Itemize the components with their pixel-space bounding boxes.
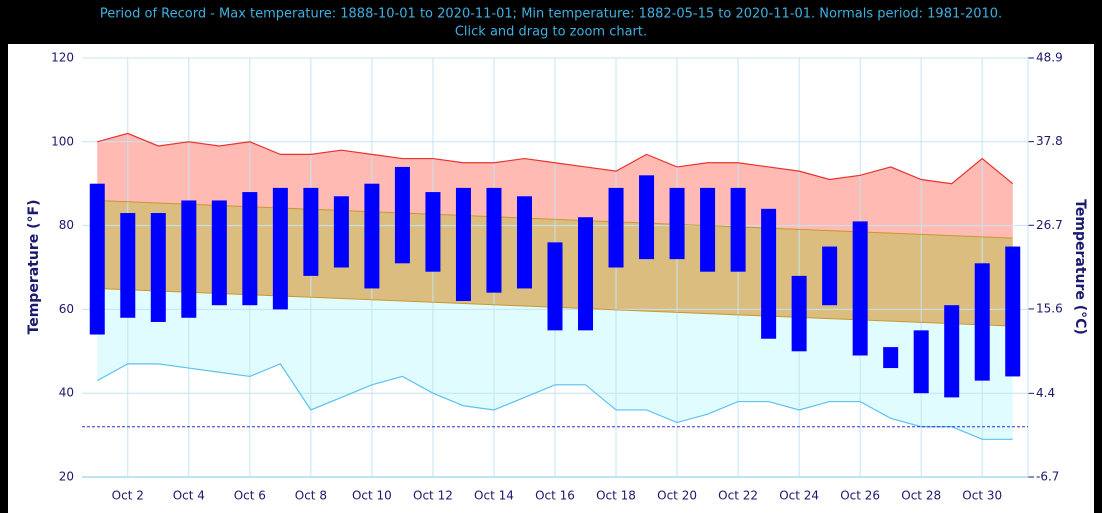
y-tick-label: 60	[59, 302, 74, 316]
x-tick-label: Oct 28	[901, 489, 941, 503]
observed-bar	[120, 213, 136, 318]
y2-tick-label: -6.7	[1036, 470, 1059, 484]
x-tick-label: Oct 8	[295, 489, 327, 503]
x-tick-label: Oct 20	[657, 489, 697, 503]
observed-bar	[242, 192, 258, 306]
x-tick-label: Oct 14	[474, 489, 514, 503]
observed-bar	[272, 187, 288, 310]
observed-bar	[364, 183, 380, 289]
chart-subtitle[interactable]: Click and drag to zoom chart.	[455, 25, 647, 40]
observed-bar	[516, 196, 532, 289]
observed-bar	[883, 347, 899, 369]
observed-bar	[455, 187, 471, 302]
y-tick-label: 100	[51, 134, 74, 148]
y-tick-label: 40	[59, 386, 74, 400]
observed-bar	[608, 187, 624, 268]
observed-bar	[822, 246, 838, 306]
y-tick-label: 80	[59, 218, 74, 232]
x-tick-label: Oct 16	[535, 489, 575, 503]
x-tick-label: Oct 22	[718, 489, 758, 503]
y-tick-label: 20	[59, 470, 74, 484]
observed-bar	[486, 187, 502, 293]
observed-bar	[761, 208, 777, 339]
observed-bar	[89, 183, 105, 335]
x-tick-label: Oct 2	[112, 489, 144, 503]
x-tick-label: Oct 4	[173, 489, 205, 503]
x-tick-label: Oct 30	[962, 489, 1002, 503]
x-tick-label: Oct 12	[413, 489, 453, 503]
chart-title: Period of Record - Max temperature: 1888…	[100, 7, 1002, 22]
y2-tick-label: 26.7	[1036, 218, 1063, 232]
x-tick-label: Oct 24	[779, 489, 819, 503]
record-min-line	[96, 363, 1013, 440]
observed-bar	[700, 187, 716, 272]
x-tick-label: Oct 6	[234, 489, 266, 503]
observed-bar	[1005, 246, 1021, 377]
record-max-line	[97, 132, 1014, 185]
y2-axis-label: Temperature (°C)	[1072, 199, 1088, 335]
x-tick-label: Oct 26	[840, 489, 880, 503]
observed-bar	[791, 275, 807, 352]
observed-bar	[333, 196, 349, 268]
observed-bar	[181, 200, 197, 318]
observed-bar	[852, 221, 868, 356]
x-tick-label: Oct 10	[352, 489, 392, 503]
observed-bar	[730, 187, 746, 272]
x-tick-label: Oct 18	[596, 489, 636, 503]
observed-bar	[669, 187, 685, 260]
observed-bar	[394, 166, 410, 264]
observed-bar	[150, 213, 166, 322]
observed-bar	[425, 192, 441, 272]
observed-bar	[547, 242, 563, 331]
y2-tick-label: 4.4	[1036, 386, 1055, 400]
observed-bar	[578, 217, 594, 331]
y2-tick-label: 15.6	[1036, 301, 1063, 315]
observed-bar	[639, 175, 655, 260]
observed-bar	[303, 187, 319, 276]
observed-bar	[944, 305, 960, 398]
observed-bar	[974, 263, 990, 381]
y2-tick-label: 48.9	[1036, 51, 1063, 65]
y-tick-label: 120	[51, 51, 74, 65]
y2-tick-label: 37.8	[1036, 134, 1063, 148]
y-axis-label: Temperature (°F)	[26, 200, 42, 335]
observed-bar	[211, 200, 227, 306]
observed-bar	[913, 330, 929, 394]
